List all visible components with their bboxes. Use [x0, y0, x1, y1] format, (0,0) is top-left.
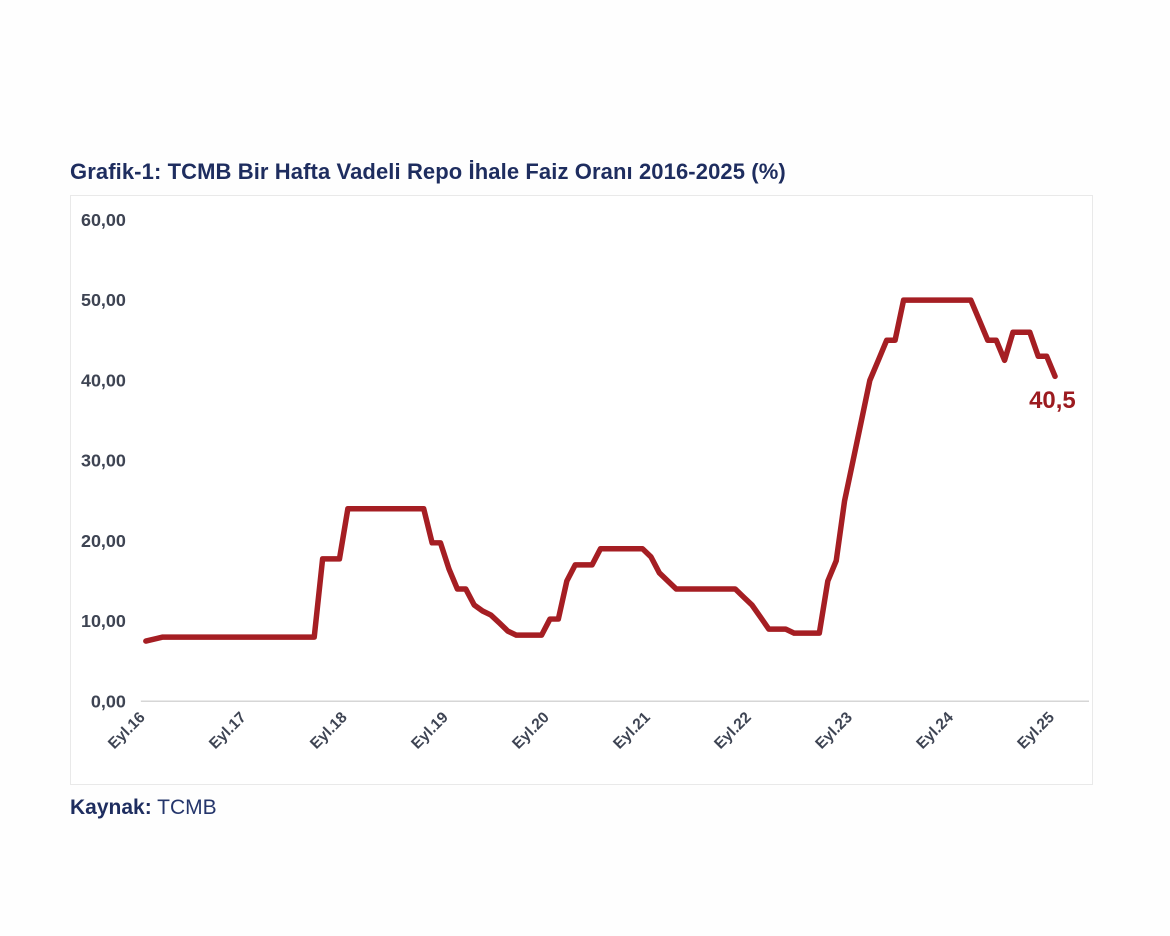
x-tick-label: Eyl.16 — [105, 709, 149, 753]
chart-title: Grafik-1: TCMB Bir Hafta Vadeli Repo İha… — [70, 159, 786, 184]
last-value-label: 40,5 — [1029, 387, 1076, 414]
x-tick-label: Eyl.18 — [307, 709, 351, 753]
chart-frame: 0,00 10,00 20,00 30,00 40,00 50,00 60,00 Eyl.16… — [70, 195, 1093, 785]
rate-line-chart: 0,00 10,00 20,00 30,00 40,00 50,00 60,00 Eyl.16… — [81, 210, 1090, 753]
source-label: Kaynak: — [70, 796, 152, 819]
x-tick-label: Eyl.24 — [913, 709, 957, 753]
rate-line — [143, 297, 1058, 644]
y-tick-label: 10,00 — [81, 611, 126, 631]
y-tick-label: 60,00 — [81, 210, 126, 230]
y-tick-label: 30,00 — [81, 451, 126, 471]
x-tick-label: Eyl.22 — [711, 709, 755, 753]
y-tick-label: 40,00 — [81, 370, 126, 390]
x-tick-label: Eyl.20 — [509, 709, 553, 753]
y-tick-label: 20,00 — [81, 531, 126, 551]
x-tick-label: Eyl.23 — [812, 709, 856, 753]
source-value: TCMB — [157, 796, 217, 819]
x-tick-label: Eyl.17 — [206, 709, 250, 753]
y-tick-label: 0,00 — [91, 691, 126, 711]
x-tick-label: Eyl.21 — [610, 709, 654, 753]
y-tick-label: 50,00 — [81, 290, 126, 310]
source-line: Kaynak: TCMB — [70, 796, 217, 820]
x-tick-label: Eyl.19 — [408, 709, 452, 753]
x-tick-label: Eyl.25 — [1014, 709, 1058, 753]
